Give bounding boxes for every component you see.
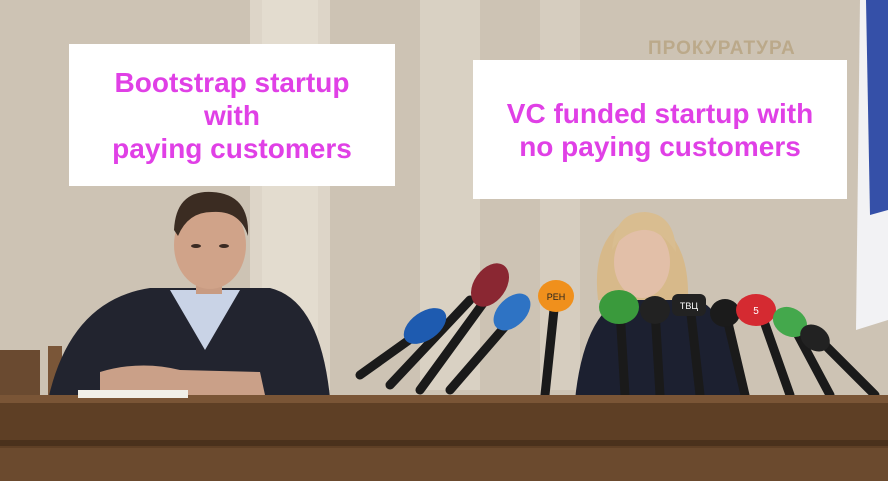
papers [78,390,188,398]
man-left [48,191,330,400]
mic-label-tvc: ТВЦ [680,301,699,311]
caption-left: Bootstrap startup with paying customers [69,44,395,186]
flag-blue [866,0,888,215]
microphone-cluster: РЕН ТВЦ 5 [355,263,880,400]
caption-left-text: Bootstrap startup with paying customers [112,66,352,164]
caption-right-text: VC funded startup with no paying custome… [506,97,814,162]
caption-right: VC funded startup with no paying custome… [473,60,847,199]
chair [0,350,40,398]
wall-sign-text: ПРОКУРАТУРА [648,38,796,59]
mic-label-5: 5 [753,306,759,317]
mic-label-ren: РЕН [547,292,566,302]
